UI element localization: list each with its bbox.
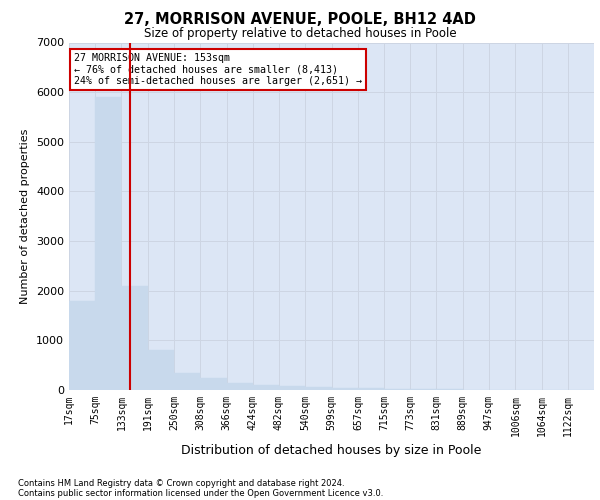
Bar (384, 389, 410, 390)
Bar (332, 388, 358, 390)
Text: Contains HM Land Registry data © Crown copyright and database right 2024.: Contains HM Land Registry data © Crown c… (18, 478, 344, 488)
Bar (227, 382, 253, 390)
Text: Contains public sector information licensed under the Open Government Licence v3: Contains public sector information licen… (18, 488, 383, 498)
Bar (358, 388, 384, 390)
Text: 27, MORRISON AVENUE, POOLE, BH12 4AD: 27, MORRISON AVENUE, POOLE, BH12 4AD (124, 12, 476, 28)
Bar (95, 97, 121, 390)
Text: 27 MORRISON AVENUE: 153sqm
← 76% of detached houses are smaller (8,413)
24% of s: 27 MORRISON AVENUE: 153sqm ← 76% of deta… (74, 53, 362, 86)
Bar (69, 300, 95, 390)
X-axis label: Distribution of detached houses by size in Poole: Distribution of detached houses by size … (181, 444, 482, 458)
Bar (121, 286, 148, 390)
Bar (279, 386, 305, 390)
Bar (253, 385, 279, 390)
Bar (200, 378, 227, 390)
Bar (174, 372, 200, 390)
Bar (410, 389, 436, 390)
Bar (148, 350, 174, 390)
Y-axis label: Number of detached properties: Number of detached properties (20, 128, 31, 304)
Text: Size of property relative to detached houses in Poole: Size of property relative to detached ho… (143, 28, 457, 40)
Bar (305, 387, 332, 390)
